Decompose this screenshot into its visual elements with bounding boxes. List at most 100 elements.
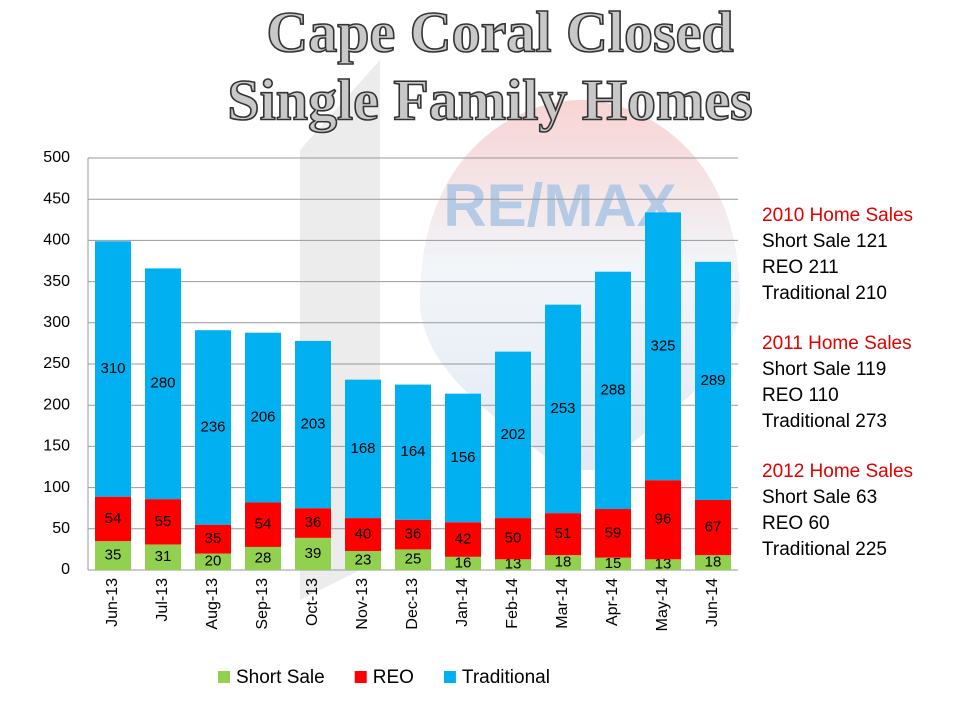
bar-segment bbox=[145, 499, 181, 545]
y-tick-label: 200 bbox=[43, 396, 70, 413]
bar-segment bbox=[545, 555, 581, 570]
bar-segment bbox=[245, 546, 281, 570]
bar-segment bbox=[295, 508, 331, 538]
bar-segment bbox=[345, 551, 381, 570]
note-heading: 2010 Home Sales bbox=[762, 205, 913, 226]
data-label: 51 bbox=[555, 525, 572, 542]
y-tick-label: 100 bbox=[43, 479, 70, 496]
legend-label: Short Sale bbox=[236, 667, 325, 688]
data-label: 18 bbox=[555, 554, 572, 571]
note-line: Traditional 273 bbox=[762, 411, 887, 432]
data-label: 20 bbox=[205, 553, 222, 570]
bar-segment bbox=[345, 518, 381, 552]
bar-segment bbox=[145, 268, 181, 500]
x-tick-label: Jun-14 bbox=[704, 578, 721, 627]
data-label: 310 bbox=[100, 360, 125, 377]
x-tick-label: Dec-13 bbox=[404, 578, 421, 630]
data-label: 288 bbox=[600, 381, 625, 398]
data-label: 54 bbox=[255, 516, 272, 533]
data-label: 23 bbox=[355, 551, 372, 568]
bar-segment bbox=[295, 537, 331, 570]
bar-segment bbox=[245, 502, 281, 547]
bar-segment bbox=[645, 480, 681, 560]
bar-segment bbox=[595, 557, 631, 570]
x-tick-label: Nov-13 bbox=[354, 578, 371, 630]
bar-segment bbox=[695, 261, 731, 500]
x-tick-label: Feb-14 bbox=[504, 578, 521, 629]
data-label: 13 bbox=[505, 556, 522, 573]
data-label: 15 bbox=[605, 555, 622, 572]
legend-label: Traditional bbox=[462, 667, 550, 688]
bar-segment bbox=[195, 330, 231, 525]
bar-segment bbox=[645, 212, 681, 481]
data-label: 253 bbox=[550, 400, 575, 417]
legend-swatch bbox=[443, 671, 456, 683]
data-label: 13 bbox=[655, 556, 672, 573]
data-label: 168 bbox=[350, 440, 375, 457]
bar-segment bbox=[595, 271, 631, 510]
note-heading: 2011 Home Sales bbox=[762, 333, 912, 354]
chart-title: Cape Coral Closed bbox=[266, 0, 733, 64]
bar-segment bbox=[545, 513, 581, 556]
note-line: Traditional 210 bbox=[762, 283, 887, 304]
data-label: 59 bbox=[605, 524, 622, 541]
y-tick-label: 150 bbox=[43, 438, 70, 455]
data-label: 325 bbox=[650, 337, 675, 354]
x-tick-label: Jul-13 bbox=[154, 578, 171, 622]
data-label: 36 bbox=[405, 526, 422, 543]
bar-segment bbox=[445, 556, 481, 570]
bar-segment bbox=[195, 553, 231, 570]
legend-swatch bbox=[354, 671, 367, 683]
bar-segment bbox=[395, 384, 431, 520]
bar-segment bbox=[95, 241, 131, 497]
x-tick-label: Mar-14 bbox=[554, 578, 571, 629]
y-tick-label: 350 bbox=[43, 273, 70, 290]
bar-segment bbox=[695, 499, 731, 556]
note-line: Short Sale 63 bbox=[762, 487, 877, 508]
note-line: Short Sale 119 bbox=[762, 359, 886, 380]
bar-segment bbox=[495, 518, 531, 560]
bar-segment bbox=[495, 559, 531, 570]
y-tick-label: 250 bbox=[43, 355, 70, 372]
x-tick-label: May-14 bbox=[654, 578, 671, 631]
data-label: 31 bbox=[155, 548, 172, 565]
y-tick-label: 0 bbox=[61, 561, 70, 578]
bar-segment bbox=[645, 559, 681, 570]
data-label: 18 bbox=[705, 554, 722, 571]
x-tick-label: Apr-14 bbox=[604, 578, 621, 626]
data-label: 164 bbox=[400, 443, 425, 460]
bar-segment bbox=[395, 519, 431, 550]
bar-segment bbox=[445, 393, 481, 523]
data-label: 16 bbox=[455, 554, 472, 571]
note-line: Traditional 225 bbox=[762, 539, 887, 560]
bar-segment bbox=[345, 379, 381, 519]
bar-segment bbox=[95, 541, 131, 570]
data-label: 25 bbox=[405, 551, 422, 568]
bar-segment bbox=[145, 544, 181, 570]
data-label: 40 bbox=[355, 526, 372, 543]
bar-segment bbox=[445, 522, 481, 557]
bar-segment bbox=[495, 351, 531, 519]
bar-segment bbox=[545, 304, 581, 514]
y-tick-label: 500 bbox=[43, 149, 70, 166]
note-line: REO 211 bbox=[762, 257, 839, 278]
x-tick-label: Oct-13 bbox=[304, 578, 321, 626]
data-label: 54 bbox=[105, 510, 122, 527]
data-label: 55 bbox=[155, 513, 172, 530]
legend-swatch bbox=[218, 671, 230, 683]
y-tick-label: 450 bbox=[43, 190, 70, 207]
bar-segment bbox=[395, 549, 431, 570]
x-tick-label: Jan-14 bbox=[454, 578, 471, 627]
data-label: 206 bbox=[250, 409, 275, 426]
data-label: 236 bbox=[200, 418, 225, 435]
bar-segment bbox=[595, 509, 631, 558]
bar-segment bbox=[295, 340, 331, 509]
data-label: 280 bbox=[150, 375, 175, 392]
note-line: REO 60 bbox=[762, 513, 830, 534]
note-line: Short Sale 121 bbox=[762, 231, 888, 252]
data-label: 203 bbox=[300, 416, 325, 433]
data-label: 96 bbox=[655, 511, 672, 528]
y-tick-label: 400 bbox=[43, 232, 70, 249]
data-label: 42 bbox=[455, 530, 472, 547]
